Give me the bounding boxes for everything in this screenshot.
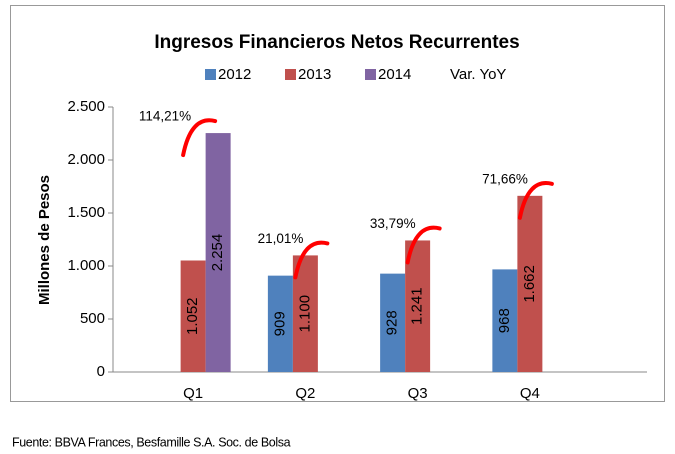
legend-label: 2014 xyxy=(378,66,411,83)
bar xyxy=(380,273,406,372)
x-tick-label: Q2 xyxy=(295,385,315,402)
y-tick-label: 0 xyxy=(97,363,105,380)
x-tick-label: Q4 xyxy=(520,385,540,402)
legend-label: 2012 xyxy=(218,66,251,83)
yoy-arc xyxy=(405,225,442,265)
value-label: 909 xyxy=(271,311,288,336)
bar xyxy=(180,260,206,372)
source-note: Fuente: BBVA Frances, Besfamille S.A. So… xyxy=(12,435,291,449)
y-tick-label: 2.000 xyxy=(67,151,105,168)
value-label: 2.254 xyxy=(209,234,226,272)
bar xyxy=(517,195,543,372)
value-label: 1.100 xyxy=(296,295,313,333)
chart-frame xyxy=(10,5,665,402)
legend-swatch xyxy=(365,69,376,80)
bar xyxy=(205,133,231,372)
value-label: 968 xyxy=(496,308,513,333)
bar xyxy=(267,275,293,372)
value-label: 928 xyxy=(384,310,401,335)
yoy-arc xyxy=(293,240,330,280)
legend-swatch xyxy=(285,69,296,80)
yoy-label: 114,21% xyxy=(139,109,191,124)
y-axis-label: Millones de Pesos xyxy=(36,175,53,305)
legend-label: Var. YoY xyxy=(450,66,506,83)
y-tick-label: 2.500 xyxy=(67,98,105,115)
y-tick-label: 500 xyxy=(80,310,105,327)
legend-swatch xyxy=(205,69,216,80)
yoy-label: 21,01% xyxy=(258,231,304,246)
x-tick-label: Q3 xyxy=(408,385,428,402)
legend-label: 2013 xyxy=(298,66,331,83)
value-label: 1.241 xyxy=(409,287,426,325)
x-tick-label: Q1 xyxy=(183,385,203,402)
yoy-label: 33,79% xyxy=(370,216,416,231)
chart-title: Ingresos Financieros Netos Recurrentes xyxy=(154,32,519,53)
yoy-arc xyxy=(181,118,218,158)
bar xyxy=(492,269,518,372)
value-label: 1.052 xyxy=(184,297,201,335)
yoy-label: 71,66% xyxy=(482,171,528,186)
y-tick-label: 1.000 xyxy=(67,257,105,274)
value-label: 1.662 xyxy=(521,265,538,303)
yoy-arc xyxy=(517,181,554,220)
y-tick-label: 1.500 xyxy=(67,204,105,221)
